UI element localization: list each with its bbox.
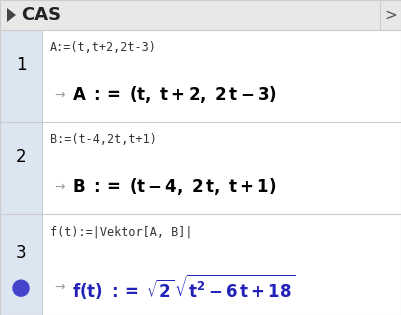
Text: 2: 2 bbox=[16, 148, 26, 166]
Text: $\mathbf{A\ :=\ (t,\ t+2,\ 2\,t-3)}$: $\mathbf{A\ :=\ (t,\ t+2,\ 2\,t-3)}$ bbox=[72, 84, 276, 105]
Text: $\mathbf{f(t)\ :=\ \sqrt{2}\,\sqrt{t^2-6\,t+18}}$: $\mathbf{f(t)\ :=\ \sqrt{2}\,\sqrt{t^2-6… bbox=[72, 272, 294, 301]
Bar bbox=[42, 30, 401, 122]
Text: $\rightarrow$: $\rightarrow$ bbox=[52, 180, 66, 193]
Text: A:=(t,t+2,2t-3): A:=(t,t+2,2t-3) bbox=[50, 41, 156, 54]
Text: $\mathbf{B\ :=\ (t-4,\ 2\,t,\ t+1)}$: $\mathbf{B\ :=\ (t-4,\ 2\,t,\ t+1)}$ bbox=[72, 176, 276, 197]
Bar bbox=[42, 122, 401, 214]
Bar bbox=[0, 30, 42, 122]
Text: B:=(t-4,2t,t+1): B:=(t-4,2t,t+1) bbox=[50, 133, 156, 146]
Polygon shape bbox=[7, 8, 16, 22]
Text: 3: 3 bbox=[16, 244, 26, 262]
Bar bbox=[0, 0, 401, 30]
Bar bbox=[0, 214, 42, 315]
Text: $\rightarrow$: $\rightarrow$ bbox=[52, 88, 66, 101]
Text: $\rightarrow$: $\rightarrow$ bbox=[52, 280, 66, 293]
Text: 1: 1 bbox=[16, 56, 26, 74]
Text: CAS: CAS bbox=[21, 6, 61, 24]
Text: >: > bbox=[384, 8, 396, 22]
Circle shape bbox=[13, 280, 29, 296]
Bar bbox=[42, 214, 401, 315]
Bar bbox=[0, 122, 42, 214]
Text: f(t):=|Vektor[A, B]|: f(t):=|Vektor[A, B]| bbox=[50, 225, 192, 238]
